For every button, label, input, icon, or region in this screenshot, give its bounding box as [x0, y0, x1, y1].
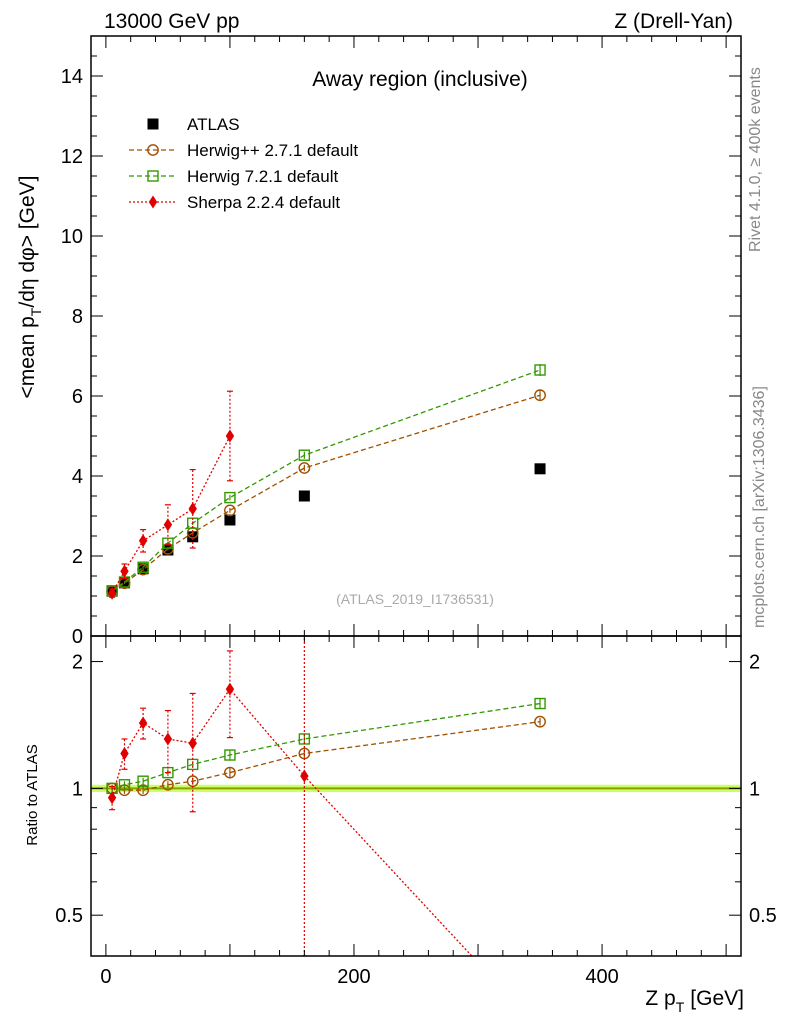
rivet-label: Rivet 4.1.0, ≥ 400k events	[747, 67, 764, 252]
x-axis-label-main: Z p	[645, 987, 675, 1010]
x-tick-label: 200	[337, 966, 370, 988]
y-tick-label: 2	[72, 546, 83, 568]
mcplots-label: mcplots.cern.ch [arXiv:1306.3436]	[751, 386, 768, 628]
data-point	[107, 586, 117, 600]
x-axis-label: Z pT [GeV]	[645, 987, 744, 1015]
data-point	[137, 784, 149, 797]
series-herwig7	[106, 697, 546, 795]
series-herwig7	[106, 364, 546, 597]
legend-marker	[148, 195, 158, 209]
data-point	[224, 504, 236, 517]
data-point	[534, 389, 546, 402]
y-tick-label: 10	[61, 226, 83, 248]
series-herwigpp	[106, 389, 546, 598]
data-point	[187, 531, 199, 543]
legend: ATLAS Herwig++ 2.7.1 default Herwig 7.2.1 …	[129, 115, 358, 212]
ratio-y-tick-label: 0.5	[55, 905, 83, 927]
data-point	[163, 518, 173, 532]
legend-marker	[147, 170, 159, 182]
data-point	[225, 682, 235, 696]
y-tick-label: 12	[61, 146, 83, 168]
y-tick-label: 0	[72, 626, 83, 648]
header-right: Z (Drell-Yan)	[614, 10, 733, 33]
data-point	[225, 429, 235, 443]
series-line-sherpa	[111, 435, 231, 594]
legend-marker	[147, 144, 159, 156]
ratio-y-tick-label: 2	[72, 652, 83, 674]
data-point	[224, 514, 236, 526]
ratio-plot: 0.5 0.5 1 1 2 2 0 200 400	[55, 635, 777, 988]
ratio-y-tick-label-right: 0.5	[749, 905, 777, 927]
series-atlas	[106, 463, 546, 597]
x-tick-label: 400	[585, 966, 618, 988]
main-ylabel-c: /dη dφ> [GeV]	[16, 176, 39, 308]
legend-label: Herwig++ 2.7.1 default	[187, 141, 358, 160]
legend-label: Sherpa 2.2.4 default	[187, 193, 340, 212]
series-line-sherpa	[111, 688, 473, 957]
x-tick-label: 0	[100, 966, 111, 988]
y-tick-label: 6	[72, 386, 83, 408]
data-point	[163, 732, 173, 746]
legend-label: ATLAS	[187, 115, 240, 134]
x-axis-label-unit: [GeV]	[690, 987, 744, 1010]
legend-entry-herwigpp: Herwig++ 2.7.1 default	[129, 141, 358, 160]
data-point	[188, 736, 197, 750]
series-line-herwig7	[111, 369, 541, 592]
x-axis-label-sub: T	[676, 999, 685, 1015]
y-tick-label: 4	[72, 466, 83, 488]
data-point	[300, 769, 309, 783]
ratio-ylabel: Ratio to ATLAS	[24, 744, 41, 845]
data-point	[534, 715, 546, 728]
data-point	[534, 697, 546, 710]
y-tick-label: 8	[72, 306, 83, 328]
data-point	[120, 747, 129, 761]
series-line-herwigpp	[111, 394, 541, 592]
data-point	[224, 749, 236, 761]
data-point	[137, 775, 149, 787]
series-line-herwig7	[111, 702, 541, 789]
main-ylabel-a: <mean p	[16, 316, 39, 398]
data-point	[162, 537, 174, 549]
data-point	[138, 534, 148, 548]
data-point	[298, 490, 310, 502]
series-sherpa	[107, 635, 473, 957]
data-point	[534, 364, 546, 376]
data-point	[534, 463, 546, 475]
legend-label: Herwig 7.2.1 default	[187, 167, 338, 186]
watermark-label: (ATLAS_2019_I1736531)	[336, 591, 494, 607]
ratio-y-tick-label: 1	[72, 778, 83, 800]
data-point	[224, 766, 236, 779]
data-point	[138, 716, 148, 730]
data-point	[107, 791, 117, 805]
data-point	[298, 462, 311, 474]
legend-entry-atlas: ATLAS	[147, 115, 240, 134]
data-point	[118, 779, 131, 791]
ratio-y-tick-label-right: 1	[749, 778, 760, 800]
y-tick-label: 14	[61, 66, 83, 88]
legend-marker	[147, 118, 159, 130]
series-sherpa	[107, 390, 235, 600]
legend-entry-herwig7: Herwig 7.2.1 default	[129, 167, 338, 186]
main-title: Away region (inclusive)	[312, 68, 528, 91]
main-plot: 0 2 4 6 8 10 12 14	[61, 35, 742, 648]
legend-entry-sherpa: Sherpa 2.2.4 default	[129, 193, 340, 212]
main-ylabel: <mean pT/dη dφ> [GeV]	[16, 176, 44, 399]
data-point	[188, 502, 197, 516]
data-point	[298, 449, 311, 461]
main-ylabel-sub: T	[28, 307, 44, 316]
series-herwigpp	[106, 715, 546, 797]
data-point	[120, 564, 129, 578]
header-left: 13000 GeV pp	[104, 10, 239, 33]
series-line-herwigpp	[111, 721, 541, 791]
data-point	[224, 491, 236, 504]
data-point	[162, 778, 174, 791]
ratio-frame	[90, 635, 742, 957]
data-point	[137, 561, 149, 573]
ratio-y-tick-label-right: 2	[749, 652, 760, 674]
